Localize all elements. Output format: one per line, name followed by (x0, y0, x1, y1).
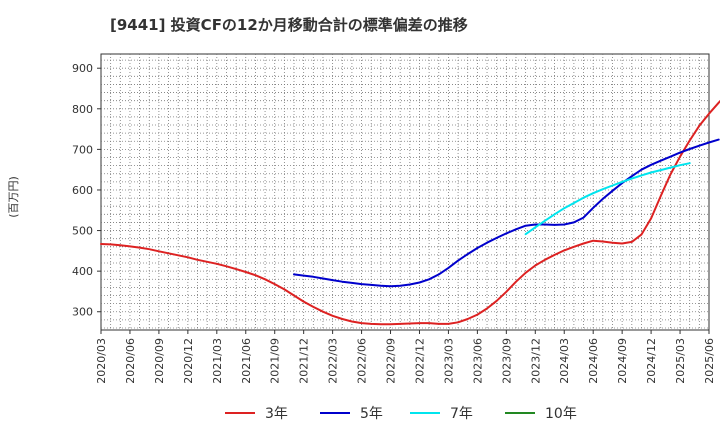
y-axis-label: (百万円) (7, 176, 20, 218)
x-axis: 2020/03 2020/06 2020/09 2020/12 2021/03 2021/… (95, 330, 716, 384)
x-tick-label: 2021/09 (269, 338, 282, 384)
x-tick-label: 2024/09 (616, 338, 629, 384)
x-tick-label: 2023/12 (529, 338, 542, 384)
legend: 3年 5年 7年 10年 (225, 406, 577, 422)
x-tick-label: 2023/09 (500, 338, 513, 384)
y-tick-label: 500 (72, 225, 93, 238)
y-axis: 300 400 500 600 700 800 900 (72, 62, 101, 319)
legend-label: 5年 (360, 406, 383, 422)
x-tick-label: 2021/03 (211, 338, 224, 384)
y-tick-label: 300 (72, 306, 93, 319)
y-tick-label: 900 (72, 62, 93, 75)
x-tick-label: 2022/06 (356, 338, 369, 384)
x-tick-label: 2020/03 (95, 338, 108, 384)
x-tick-label: 2022/09 (385, 338, 398, 384)
x-tick-label: 2021/12 (298, 338, 311, 384)
legend-label: 10年 (545, 406, 577, 422)
x-tick-label: 2022/12 (413, 338, 426, 384)
grid (101, 54, 709, 330)
series-line-5年 (293, 138, 720, 288)
x-tick-label: 2025/06 (703, 338, 716, 384)
x-tick-label: 2022/03 (327, 338, 340, 384)
series-line-3年 (100, 99, 720, 326)
y-tick-label: 800 (72, 103, 93, 116)
y-tick-label: 700 (72, 143, 93, 156)
x-tick-label: 2024/03 (558, 338, 571, 384)
y-tick-label: 400 (72, 265, 93, 278)
x-tick-label: 2020/09 (153, 338, 166, 384)
plot-area (100, 53, 710, 331)
x-tick-label: 2025/03 (674, 338, 687, 384)
x-tick-label: 2024/06 (587, 338, 600, 384)
x-tick-label: 2023/03 (442, 338, 455, 384)
x-tick-label: 2024/12 (645, 338, 658, 384)
series-line-7年 (524, 162, 691, 236)
x-tick-label: 2021/06 (240, 338, 253, 384)
legend-label: 3年 (265, 406, 288, 422)
series-lines (100, 99, 720, 326)
x-tick-label: 2023/06 (471, 338, 484, 384)
x-tick-label: 2020/12 (182, 338, 195, 384)
chart-title: [9441] 投資CFの12か月移動合計の標準偏差の推移 (110, 16, 468, 34)
y-tick-label: 600 (72, 184, 93, 197)
legend-label: 7年 (450, 406, 473, 422)
x-tick-label: 2020/06 (124, 338, 137, 384)
